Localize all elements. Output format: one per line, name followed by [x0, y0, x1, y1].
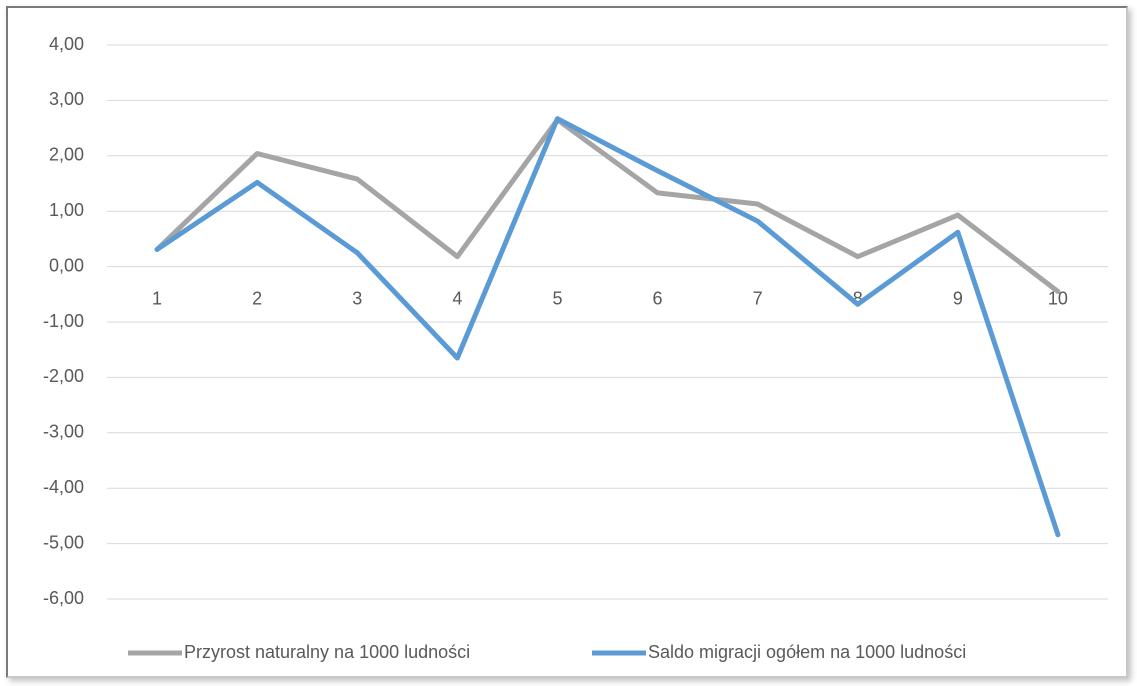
- y-tick-label: 4,00: [49, 34, 84, 54]
- legend-label: Saldo migracji ogółem na 1000 ludności: [648, 642, 966, 662]
- y-tick-label: 0,00: [49, 255, 84, 275]
- x-tick-label: 2: [252, 288, 262, 308]
- chart-frame: [6, 6, 1128, 678]
- x-tick-label: 7: [753, 288, 763, 308]
- y-tick-label: -3,00: [43, 422, 84, 442]
- legend-label: Przyrost naturalny na 1000 ludności: [184, 642, 470, 662]
- y-tick-label: -1,00: [43, 311, 84, 331]
- y-tick-label: 3,00: [49, 89, 84, 109]
- y-tick-label: -6,00: [43, 588, 84, 608]
- y-tick-label: -5,00: [43, 532, 84, 552]
- x-tick-label: 9: [953, 288, 963, 308]
- series-line: [154, 117, 1061, 295]
- x-tick-label: 4: [452, 288, 462, 308]
- x-tick-label: 6: [653, 288, 663, 308]
- x-tick-label: 10: [1048, 288, 1068, 308]
- y-tick-label: -4,00: [43, 477, 84, 497]
- series-line: [154, 116, 1061, 538]
- x-tick-label: 5: [552, 288, 562, 308]
- y-tick-label: 2,00: [49, 145, 84, 165]
- x-tick-label: 8: [853, 288, 863, 308]
- x-tick-label: 1: [152, 288, 162, 308]
- y-tick-label: -2,00: [43, 366, 84, 386]
- y-tick-label: 1,00: [49, 200, 84, 220]
- x-tick-label: 3: [352, 288, 362, 308]
